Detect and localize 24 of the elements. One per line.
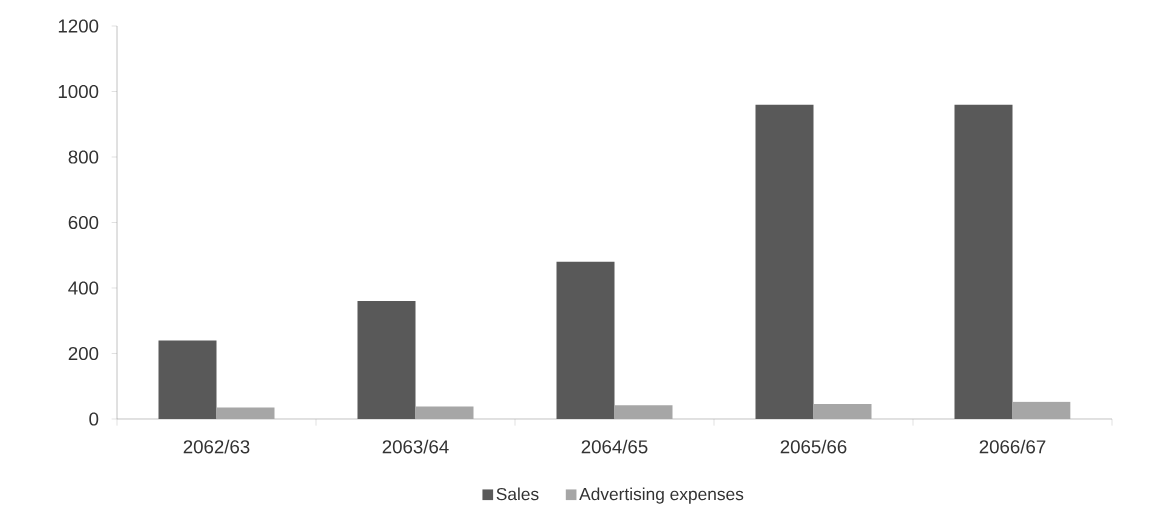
y-tick-label: 800 [68,150,99,164]
bar [158,340,217,419]
bar [216,407,275,419]
bar [556,261,615,419]
x-tick-label: 2064/65 [581,439,648,454]
y-tick-label: 400 [68,281,99,295]
bar [755,104,814,419]
x-tick-label: 2066/67 [979,439,1046,454]
x-tick-label: 2062/63 [183,439,250,454]
y-tick-label: 1000 [58,84,99,99]
legend-label: Sales [496,487,539,501]
bar [415,406,474,419]
bar [954,104,1013,419]
y-tick-label: 1200 [58,19,99,33]
legend-label: Advertising expenses [579,487,744,504]
bar [1012,401,1071,419]
bar [357,301,416,419]
x-tick-label: 2065/66 [780,439,847,454]
y-tick-label: 200 [68,346,99,361]
x-tick-label: 2063/64 [382,439,449,454]
bar [614,405,673,419]
y-tick-label: 600 [68,215,99,230]
y-tick-label: 0 [89,412,99,426]
bar [813,403,872,419]
